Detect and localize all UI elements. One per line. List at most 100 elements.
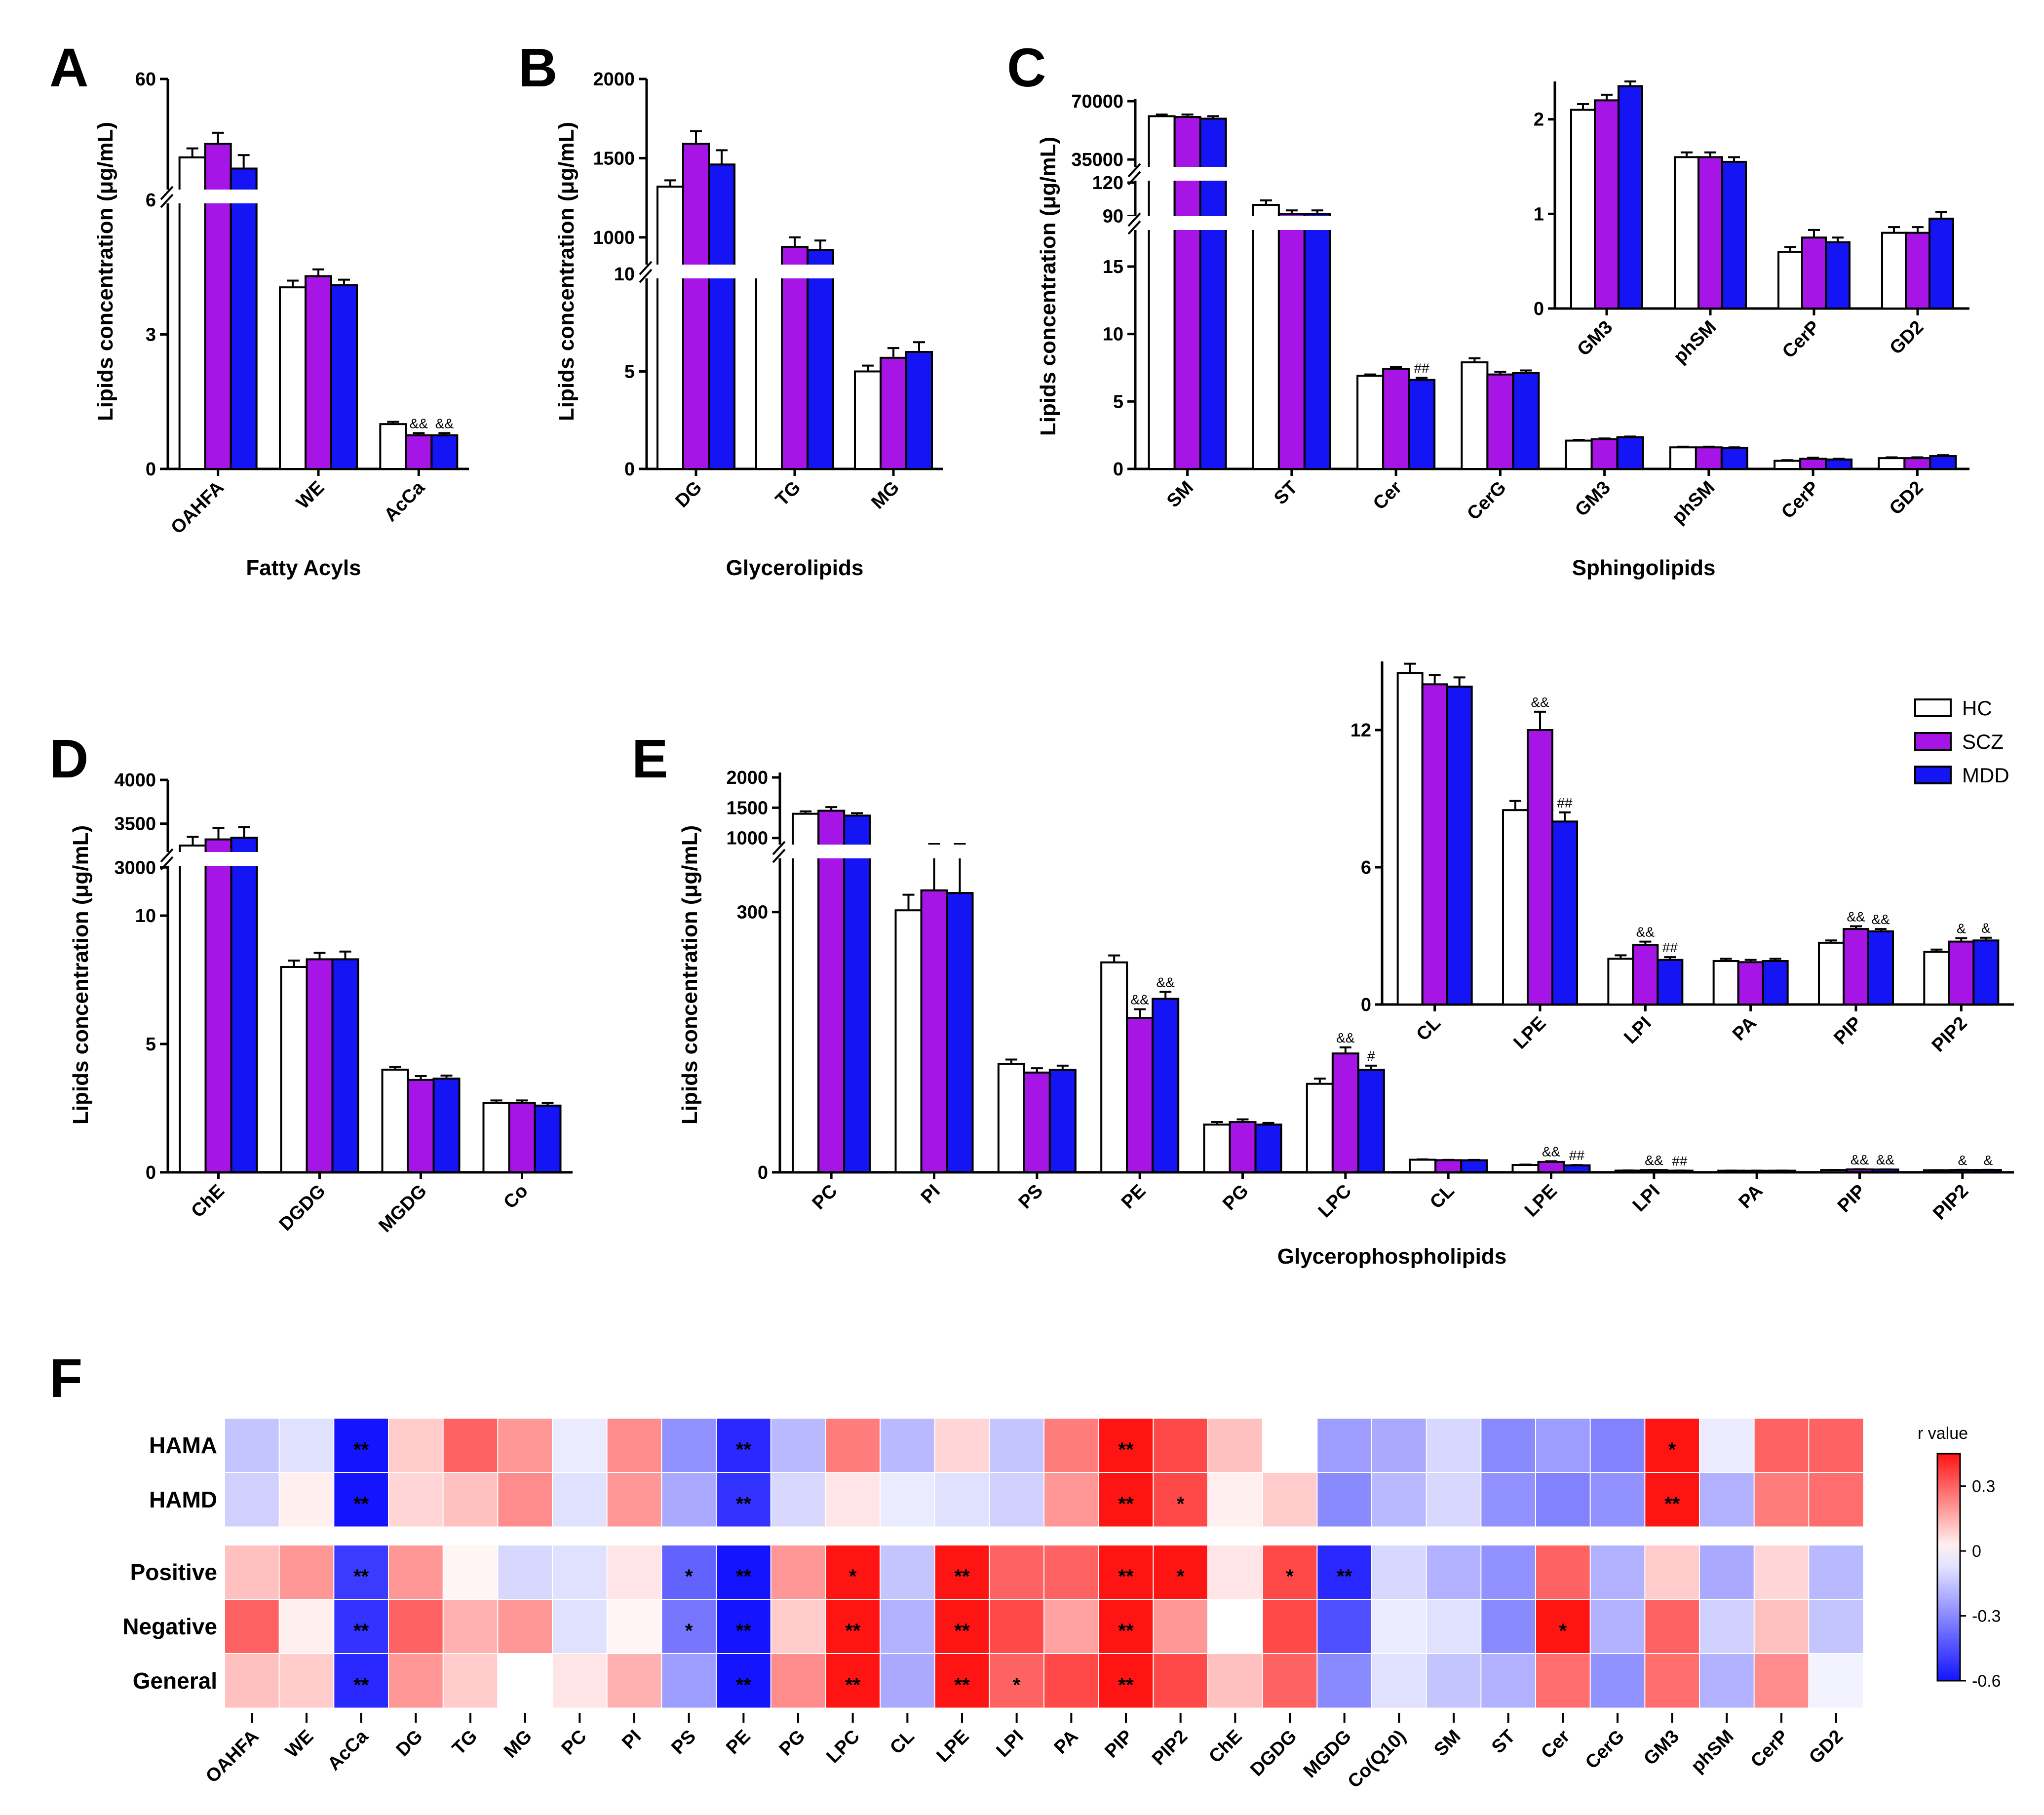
heatmap-cell-general-st	[1480, 1653, 1537, 1709]
bar-cerp-scz	[1799, 458, 1827, 470]
heatmap-cell-positive-co-q10	[1371, 1545, 1427, 1600]
inset-x-tick-label-pip2: PIP2	[1928, 1013, 1971, 1056]
bar-we-hc	[279, 286, 307, 470]
heatmap-cell-negative-cer	[1535, 1599, 1591, 1655]
bar-mgdg-hc	[381, 1069, 409, 1173]
heatmap-cell-positive-pip2	[1153, 1545, 1209, 1600]
significance-mark: &&	[1156, 974, 1175, 990]
heatmap-cell-general-dgdg	[1262, 1653, 1318, 1709]
heatmap-cell-negative-pa	[1043, 1599, 1100, 1655]
inset-bar-gd2-hc	[1881, 232, 1907, 309]
axis-break-mark	[1127, 171, 1141, 186]
y-axis-title: Lipids concentration (μg/mL)	[69, 825, 93, 1124]
x-tick-label-che: ChE	[187, 1181, 228, 1222]
inset-bar-cl-mdd	[1446, 685, 1473, 1005]
bar-pe-hc	[1100, 961, 1128, 1173]
heatmap-cell-hama-oahfa	[224, 1418, 280, 1473]
y-tick-label: 2000	[726, 768, 768, 788]
y-tick-label: 10	[614, 264, 635, 285]
heatmap-cell-general-tg	[442, 1653, 499, 1709]
x-tick-label-sm: SM	[1163, 477, 1197, 512]
bar-co-scz	[508, 1102, 536, 1174]
bar-st-mdd	[1303, 213, 1331, 470]
inset-bar-lpe-scz	[1527, 729, 1553, 1005]
column-label-lpe: LPE	[932, 1726, 973, 1767]
bar-gd2-mdd	[1929, 455, 1957, 470]
inset-bar-pip-scz	[1843, 928, 1869, 1005]
legend-swatch-hc	[1914, 698, 1952, 717]
significance-mark: ##	[1672, 1153, 1688, 1168]
x-tick-label-lpi: LPI	[1629, 1181, 1664, 1216]
bar-gm3-hc	[1565, 439, 1593, 470]
axis-break-mark	[772, 849, 786, 863]
significance-mark: &&	[410, 416, 428, 431]
heatmap-cell-hamd-pc	[552, 1472, 608, 1528]
heatmap-cell-negative-gm3	[1644, 1599, 1700, 1655]
column-label-cl: CL	[886, 1726, 919, 1759]
column-label-cer: Cer	[1537, 1726, 1574, 1763]
significance-mark: &	[1957, 921, 1966, 936]
heatmap-cell-positive-che	[1207, 1545, 1264, 1600]
inset-bar-pa-mdd	[1762, 960, 1789, 1006]
inset-bar-pip2-mdd	[1972, 939, 2000, 1006]
bar-mgdg-scz	[407, 1079, 435, 1174]
heatmap-cell-general-cerg	[1589, 1653, 1646, 1709]
y-tick-label: 3000	[114, 857, 156, 878]
significance-mark: **	[954, 1674, 970, 1696]
heatmap-cell-negative-lpi	[989, 1599, 1045, 1655]
significance-mark: *	[1177, 1493, 1185, 1515]
y-tick-label: 1500	[593, 148, 635, 169]
bar-we-scz	[305, 275, 332, 470]
inset-bar-phsm-scz	[1697, 156, 1723, 309]
significance-mark: *	[1559, 1620, 1567, 1642]
significance-mark: **	[353, 1439, 369, 1461]
bar-dg-mdd	[708, 163, 735, 470]
heatmap-cell-hama-pip	[1098, 1418, 1154, 1473]
bar-tg-mdd	[807, 249, 834, 470]
heatmap-cell-hamd-ps	[661, 1472, 717, 1528]
x-tick-label-pc: PC	[808, 1181, 841, 1214]
significance-mark: ##	[1414, 361, 1430, 376]
inset-bar-gm3-hc	[1570, 109, 1596, 309]
significance-mark: &&	[1645, 1153, 1663, 1168]
inset-x-tick-label-pip: PIP	[1830, 1013, 1866, 1049]
significance-mark: &&	[1851, 1152, 1869, 1167]
bar-pg-scz	[1229, 1121, 1257, 1173]
heatmap-cell-negative-cerp	[1753, 1599, 1810, 1655]
axis-break-mark	[1127, 220, 1141, 235]
axis-break-mark	[160, 186, 174, 200]
column-label-pg: PG	[775, 1726, 810, 1760]
inset-bar-lpi-scz	[1632, 944, 1659, 1005]
significance-mark: **	[353, 1493, 369, 1515]
heatmap-cell-hama-lpc	[825, 1418, 881, 1473]
bar-cl-scz	[1434, 1159, 1463, 1174]
y-tick-label: 70000	[1071, 91, 1123, 112]
significance-mark: &&	[1876, 1152, 1895, 1167]
heatmap-cell-hamd-gm3	[1644, 1472, 1700, 1528]
heatmap-cell-hamd-cer	[1535, 1472, 1591, 1528]
heatmap-cell-hamd-st	[1480, 1472, 1537, 1528]
bar-oahfa-mdd	[230, 167, 258, 470]
axis-break-gap	[158, 852, 573, 866]
bar-cerg-mdd	[1512, 372, 1540, 470]
significance-mark: *	[1286, 1566, 1294, 1587]
inset-x-tick-label-gm3: GM3	[1573, 317, 1617, 360]
bar-cl-hc	[1409, 1159, 1437, 1173]
heatmap-cell-hama-che	[1207, 1418, 1264, 1473]
bar-pc-scz	[817, 810, 846, 1173]
axis-break-gap	[1125, 167, 1969, 181]
bar-oahfa-hc	[178, 156, 206, 470]
y-tick-label: 3	[146, 325, 156, 346]
inset-bar-lpe-hc	[1502, 809, 1529, 1005]
inset-bar-lpi-hc	[1607, 958, 1634, 1006]
heatmap-cell-positive-pc	[552, 1545, 608, 1600]
column-label-lpc: LPC	[823, 1726, 864, 1767]
inset-bar-pip2-hc	[1923, 951, 1950, 1006]
heatmap-cell-general-pa	[1043, 1653, 1100, 1709]
colorbar-tick-label: 0	[1972, 1542, 1981, 1561]
panel-label: D	[49, 729, 88, 789]
heatmap-cell-hamd-lpe	[934, 1472, 990, 1528]
heatmap-cell-negative-lpe	[934, 1599, 990, 1655]
colorbar-tick-label: 0.3	[1972, 1477, 1995, 1496]
heatmap-cell-negative-mg	[497, 1599, 553, 1655]
